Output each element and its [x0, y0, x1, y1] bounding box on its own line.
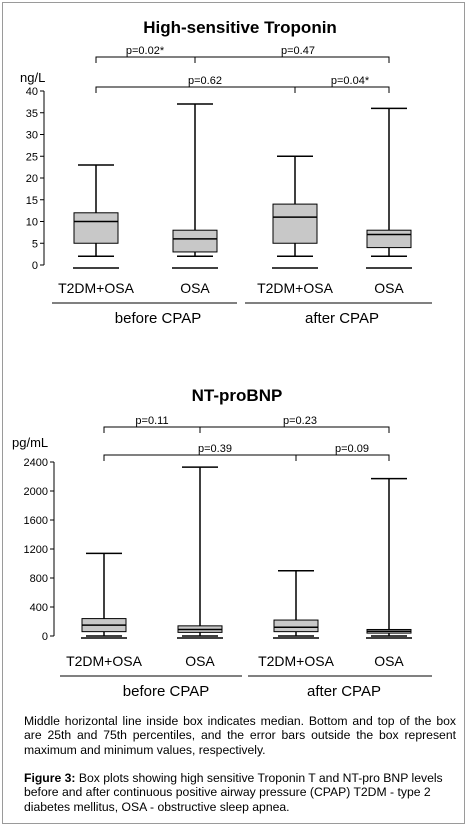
box-iqr	[366, 229, 412, 249]
y-tick-label: 1600	[24, 515, 48, 527]
y-tick-label: 2400	[24, 457, 48, 469]
y-tick-label: 0	[32, 260, 38, 272]
p-value-label: p=0.62	[188, 75, 222, 87]
chart-nt-probnp: NT-proBNP pg/mL 0 400 800 1200 1600 2000 2400 T2D…	[12, 386, 432, 700]
chart-title: NT-proBNP	[192, 386, 283, 405]
comparison-bracket	[103, 426, 201, 433]
group-label: before CPAP	[123, 683, 209, 700]
p-value-label: p=0.47	[281, 45, 315, 57]
chart-title: High-sensitive Troponin	[143, 18, 337, 37]
comparison-bracket	[95, 86, 296, 93]
figure-caption: Figure 3: Box plots showing high sensiti…	[24, 771, 456, 814]
box-iqr	[272, 203, 318, 244]
p-value-label: p=0.09	[335, 443, 369, 455]
y-axis-label: ng/L	[20, 70, 45, 85]
chart-troponin: High-sensitive Troponin ng/L 0 5 10 15 20 25 30 3…	[20, 18, 432, 327]
y-tick-label: 15	[26, 195, 38, 207]
box-iqr	[273, 619, 319, 633]
category-label: T2DM+OSA	[66, 653, 143, 669]
y-tick-label: 25	[26, 151, 38, 163]
comparison-bracket	[199, 426, 390, 433]
figure-note: Middle horizontal line inside box indica…	[24, 714, 456, 757]
box-iqr	[73, 212, 119, 244]
y-tick-label: 400	[30, 602, 48, 614]
comparison-bracket	[103, 454, 297, 461]
y-tick-label: 5	[32, 238, 38, 250]
category-label: OSA	[374, 653, 404, 669]
comparison-bracket	[194, 56, 390, 63]
caption-text: Box plots showing high sensitive Troponi…	[24, 771, 443, 814]
p-value-label: p=0.04*	[331, 75, 370, 87]
category-label: OSA	[185, 653, 215, 669]
y-tick-label: 35	[26, 108, 38, 120]
comparison-bracket	[95, 56, 196, 63]
p-value-label: p=0.11	[135, 415, 168, 427]
caption-label: Figure 3:	[24, 771, 76, 785]
y-tick-label: 800	[30, 573, 48, 585]
p-value-label: p=0.23	[283, 415, 317, 427]
y-tick-label: 30	[26, 130, 38, 142]
y-tick-label: 20	[26, 173, 38, 185]
comparison-bracket	[294, 86, 390, 93]
p-value-label: p=0.39	[198, 443, 232, 455]
category-label: T2DM+OSA	[257, 280, 334, 296]
category-label: T2DM+OSA	[58, 280, 135, 296]
category-label: OSA	[374, 280, 404, 296]
y-tick-label: 10	[26, 217, 38, 229]
group-label: before CPAP	[115, 310, 201, 327]
group-label: after CPAP	[307, 683, 381, 700]
comparison-bracket	[295, 454, 390, 461]
box-iqr	[172, 229, 218, 253]
y-tick-label: 1200	[24, 544, 48, 556]
group-label: after CPAP	[305, 310, 379, 327]
y-tick-label: 2000	[24, 486, 48, 498]
y-tick-label: 40	[26, 86, 38, 98]
p-value-label: p=0.02*	[126, 45, 165, 57]
y-tick-label: 0	[42, 631, 48, 643]
y-axis-label: pg/mL	[12, 435, 48, 450]
category-label: T2DM+OSA	[258, 653, 335, 669]
category-label: OSA	[180, 280, 210, 296]
